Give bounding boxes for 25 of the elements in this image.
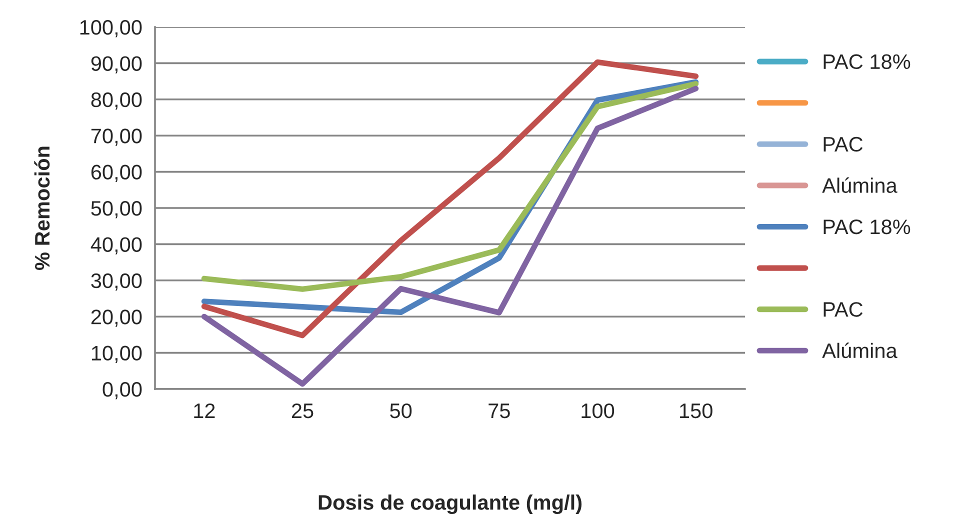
y-tick-label: 50,00 bbox=[91, 201, 142, 218]
legend-label: PAC 18% bbox=[824, 54, 910, 70]
legend-label: PAC 18% bbox=[824, 219, 910, 234]
y-tick-label: 80,00 bbox=[91, 92, 142, 110]
y-tick-label: 10,00 bbox=[92, 346, 142, 364]
legend-label: PAC bbox=[824, 302, 863, 317]
legend-label: Alúmina bbox=[822, 177, 898, 193]
y-tick-label: 30,00 bbox=[91, 273, 142, 291]
x-tick-label: 25 bbox=[292, 403, 314, 418]
y-tick-label: 100,00 bbox=[80, 20, 142, 38]
y-tick-label: 70,00 bbox=[91, 128, 142, 146]
y-axis-title: % Remoción bbox=[34, 146, 50, 270]
x-axis-title: Dosis de coagulante (mg/l) bbox=[318, 494, 582, 514]
y-tick-label: 90,00 bbox=[91, 56, 142, 74]
y-tick-label: 60,00 bbox=[91, 164, 142, 182]
y-tick-label: 40,00 bbox=[90, 237, 142, 254]
x-tick-label: 100 bbox=[582, 403, 614, 418]
x-tick-label: 75 bbox=[488, 404, 510, 418]
legend-label: Alúmina bbox=[822, 342, 898, 358]
x-tick-label: 12 bbox=[194, 403, 215, 418]
y-tick-label: 20,00 bbox=[91, 310, 142, 327]
x-tick-label: 150 bbox=[680, 403, 712, 418]
legend-label: PAC bbox=[824, 136, 863, 152]
y-tick-label: 0,00 bbox=[102, 382, 142, 400]
x-tick-label: 50 bbox=[390, 403, 412, 418]
